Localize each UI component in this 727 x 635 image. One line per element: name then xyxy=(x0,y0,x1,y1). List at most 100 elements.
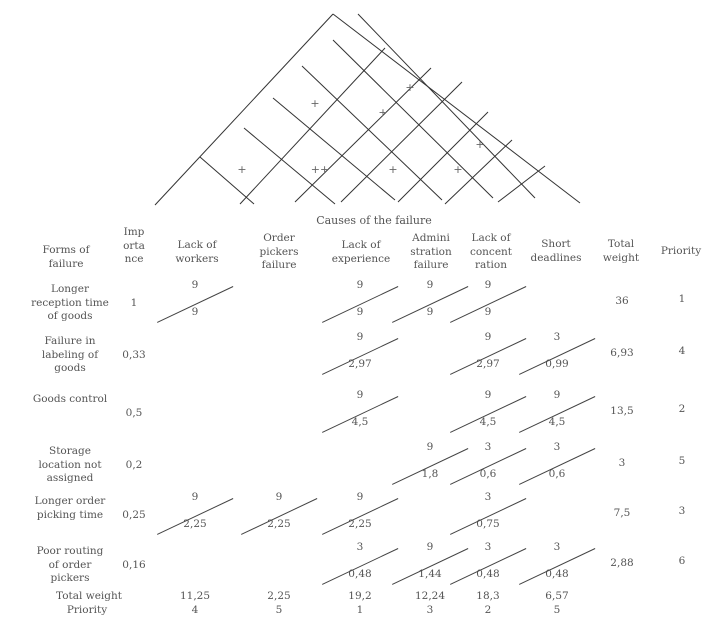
relation-weighted-score: 0,6 xyxy=(548,468,566,480)
relation-score: 3 xyxy=(484,441,492,453)
relation-score: 3 xyxy=(553,541,561,553)
priority-value: 5 xyxy=(678,455,686,467)
cause-total-weight: 11,25 xyxy=(179,590,211,602)
matrix-caption: Causes of the failure xyxy=(316,214,432,227)
roof-mark: + xyxy=(237,163,246,176)
total-weight-value: 2,88 xyxy=(610,557,634,569)
relation-weighted-score: 0,48 xyxy=(476,568,500,580)
priority-value: 6 xyxy=(678,555,686,567)
relation-score: 9 xyxy=(426,541,434,553)
cause-header: Lack of experience xyxy=(331,239,391,265)
roof-mark: + xyxy=(378,106,387,119)
relation-weighted-score: 0,48 xyxy=(545,568,569,580)
importance-value: 0,33 xyxy=(122,349,146,361)
cause-priority: 4 xyxy=(191,604,199,616)
relation-weighted-score: 4,5 xyxy=(351,416,369,428)
relation-score: 9 xyxy=(356,389,364,401)
total-weight-value: 7,5 xyxy=(613,507,631,519)
roof-grid-line xyxy=(497,165,546,203)
roof-grid-line xyxy=(340,81,463,203)
cause-total-weight: 6,57 xyxy=(545,590,569,602)
cause-header: Order pickers failure xyxy=(259,232,299,272)
importance-value: 1 xyxy=(130,297,138,309)
failure-form-label: Poor routing of order pickers xyxy=(36,545,104,585)
priority-value: 4 xyxy=(678,345,686,357)
forms-header: Forms of failure xyxy=(42,244,90,270)
relation-weighted-score: 4,5 xyxy=(548,416,566,428)
roof-grid-line xyxy=(243,127,336,205)
relation-score: 9 xyxy=(484,279,492,291)
roof-left-edge xyxy=(154,13,334,206)
cause-total-weight: 19,2 xyxy=(348,590,372,602)
failure-form-label: Longer reception time of goods xyxy=(31,283,109,323)
roof-mark: + xyxy=(310,97,319,110)
relation-weighted-score: 0,6 xyxy=(479,468,497,480)
relation-weighted-score: 0,75 xyxy=(476,518,500,530)
roof-mark: + xyxy=(475,138,484,151)
importance-value: 0,16 xyxy=(122,559,146,571)
roof-grid-line xyxy=(301,65,443,201)
footer-priority-label: Priority xyxy=(66,604,108,616)
relation-score: 9 xyxy=(426,279,434,291)
roof-grid-line xyxy=(199,156,255,205)
cause-total-weight: 12,24 xyxy=(414,590,446,602)
roof-mark: + xyxy=(405,81,414,94)
total-weight-value: 13,5 xyxy=(610,405,634,417)
relation-score: 3 xyxy=(553,441,561,453)
roof-mark: + xyxy=(453,163,462,176)
cause-priority: 3 xyxy=(426,604,434,616)
importance-header: Imp orta nce xyxy=(123,226,145,266)
cause-header: Lack of workers xyxy=(175,239,219,265)
total-weight-value: 3 xyxy=(618,457,626,469)
relation-score: 9 xyxy=(553,389,561,401)
correlation-roof: + + + + ++ + + + xyxy=(154,13,581,206)
roof-grid-line xyxy=(294,67,432,203)
total-weight-header: Total weight xyxy=(602,238,640,264)
relation-weighted-score: 2,25 xyxy=(348,518,372,530)
importance-value: 0,2 xyxy=(125,459,143,471)
priority-value: 3 xyxy=(678,505,686,517)
priority-value: 2 xyxy=(678,403,686,415)
relation-weighted-score: 2,25 xyxy=(183,518,207,530)
relation-weighted-score: 9 xyxy=(484,306,492,318)
roof-grid-line xyxy=(357,13,536,199)
cause-priority: 2 xyxy=(484,604,492,616)
roof-mark: ++ xyxy=(311,163,329,176)
cause-header: Admini stration failure xyxy=(410,232,452,272)
priority-header: Priority xyxy=(660,245,702,257)
relation-weighted-score: 2,97 xyxy=(476,358,500,370)
relation-weighted-score: 9 xyxy=(356,306,364,318)
relation-score: 3 xyxy=(356,541,364,553)
relation-weighted-score: 2,25 xyxy=(267,518,291,530)
relation-score: 9 xyxy=(356,491,364,503)
cause-total-weight: 2,25 xyxy=(267,590,291,602)
cause-total-weight: 18,3 xyxy=(476,590,500,602)
relation-score: 9 xyxy=(275,491,283,503)
roof-grid-line xyxy=(239,47,386,205)
roof-grid-line xyxy=(397,111,489,203)
relation-weighted-score: 9 xyxy=(191,306,199,318)
relation-score: 3 xyxy=(484,491,492,503)
roof-grid-line xyxy=(272,97,396,201)
relation-score: 3 xyxy=(553,331,561,343)
cause-priority: 5 xyxy=(275,604,283,616)
total-weight-value: 36 xyxy=(615,295,629,307)
roof-right-edge xyxy=(332,13,581,204)
failure-form-label: Storage location not assigned xyxy=(38,445,102,485)
relation-score: 9 xyxy=(191,279,199,291)
relation-score: 3 xyxy=(484,541,492,553)
cause-header: Short deadlines xyxy=(530,238,582,264)
failure-form-label: Longer order picking time xyxy=(34,495,106,521)
relation-weighted-score: 0,48 xyxy=(348,568,372,580)
roof-mark: + xyxy=(388,163,397,176)
relation-weighted-score: 4,5 xyxy=(479,416,497,428)
relation-weighted-score: 1,8 xyxy=(421,468,439,480)
relation-score: 9 xyxy=(356,279,364,291)
importance-value: 0,5 xyxy=(125,407,143,419)
roof-grid-line xyxy=(332,39,494,199)
roof-grid-line xyxy=(444,139,513,205)
relation-weighted-score: 9 xyxy=(426,306,434,318)
relation-score: 9 xyxy=(356,331,364,343)
relation-weighted-score: 2,97 xyxy=(348,358,372,370)
priority-value: 1 xyxy=(678,293,686,305)
